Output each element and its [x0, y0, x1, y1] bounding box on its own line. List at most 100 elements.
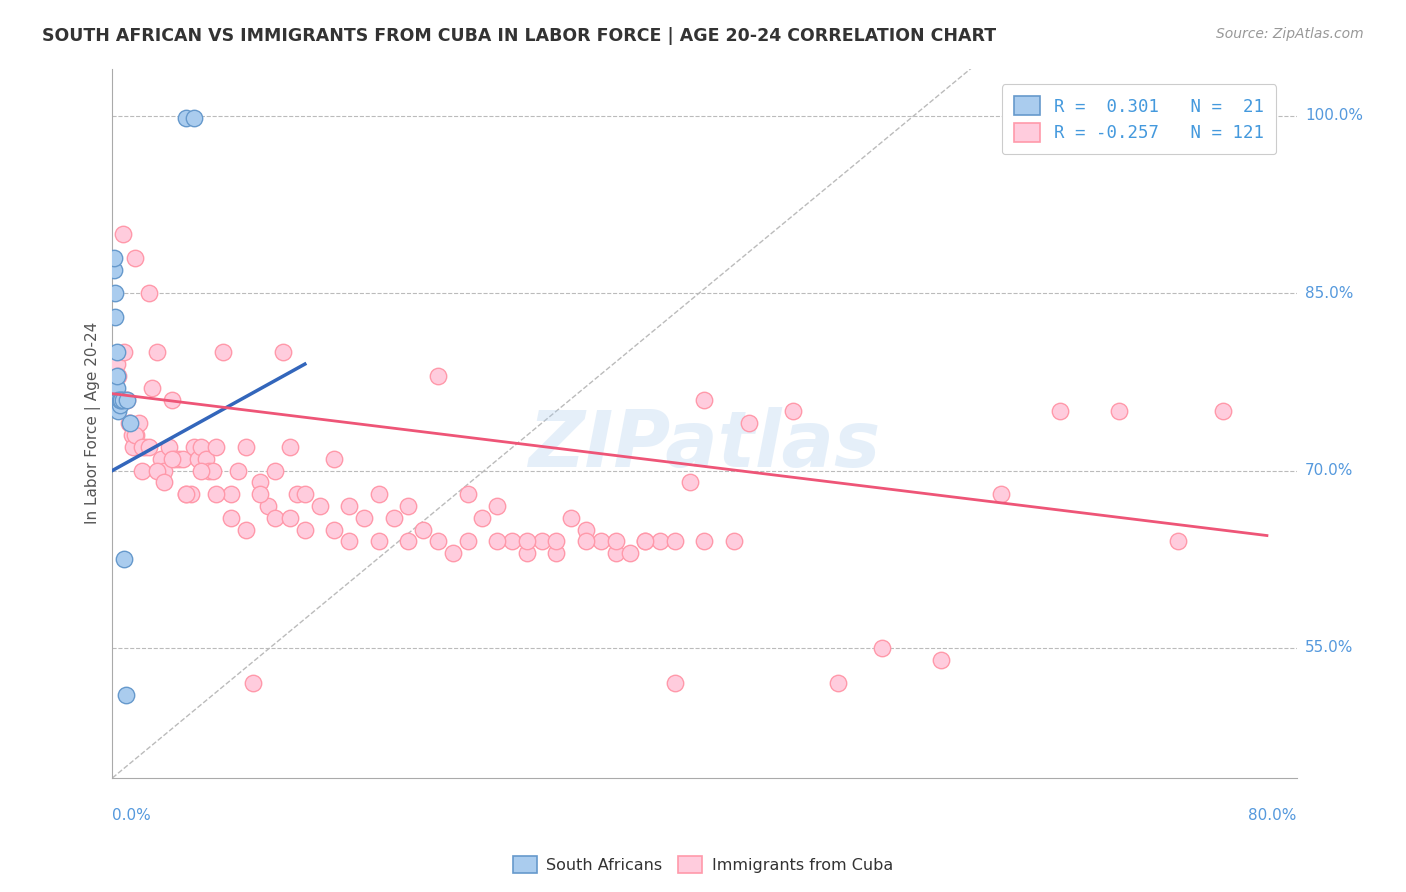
Point	[115, 392, 138, 407]
Point	[679, 475, 702, 490]
Point	[176, 487, 198, 501]
Point	[190, 463, 212, 477]
Point	[176, 487, 198, 501]
Point	[150, 451, 173, 466]
Point	[103, 262, 125, 277]
Point	[153, 475, 176, 490]
Y-axis label: In Labor Force | Age 20-24: In Labor Force | Age 20-24	[86, 322, 101, 524]
Point	[827, 676, 849, 690]
Point	[1049, 404, 1071, 418]
Point	[205, 440, 228, 454]
Point	[194, 451, 217, 466]
Point	[546, 546, 568, 560]
Point	[471, 511, 494, 525]
Point	[107, 368, 129, 383]
Text: 80.0%: 80.0%	[1249, 808, 1296, 823]
Point	[197, 463, 219, 477]
Point	[1167, 534, 1189, 549]
Point	[112, 552, 135, 566]
Point	[546, 534, 568, 549]
Point	[114, 392, 136, 407]
Point	[103, 251, 125, 265]
Point	[1108, 404, 1130, 418]
Point	[235, 523, 257, 537]
Point	[323, 523, 346, 537]
Text: 0.0%: 0.0%	[112, 808, 152, 823]
Point	[163, 451, 186, 466]
Point	[111, 392, 134, 407]
Point	[516, 546, 538, 560]
Point	[605, 534, 627, 549]
Point	[172, 451, 194, 466]
Point	[738, 416, 761, 430]
Point	[367, 487, 389, 501]
Point	[108, 399, 131, 413]
Point	[294, 487, 316, 501]
Point	[105, 368, 128, 383]
Point	[103, 392, 125, 407]
Legend: South Africans, Immigrants from Cuba: South Africans, Immigrants from Cuba	[506, 849, 900, 880]
Point	[256, 499, 278, 513]
Point	[111, 227, 134, 241]
Point	[278, 440, 301, 454]
Point	[441, 546, 464, 560]
Point	[180, 487, 202, 501]
Point	[146, 463, 169, 477]
Point	[115, 392, 138, 407]
Point	[634, 534, 657, 549]
Point	[212, 345, 235, 359]
Point	[664, 676, 686, 690]
Point	[122, 440, 145, 454]
Text: SOUTH AFRICAN VS IMMIGRANTS FROM CUBA IN LABOR FORCE | AGE 20-24 CORRELATION CHA: SOUTH AFRICAN VS IMMIGRANTS FROM CUBA IN…	[42, 27, 997, 45]
Point	[575, 523, 598, 537]
Point	[619, 546, 641, 560]
Point	[138, 286, 160, 301]
Point	[605, 546, 627, 560]
Point	[202, 463, 225, 477]
Point	[337, 499, 360, 513]
Point	[929, 653, 952, 667]
Point	[486, 534, 509, 549]
Point	[176, 111, 198, 125]
Point	[105, 345, 128, 359]
Point	[108, 392, 131, 407]
Point	[560, 511, 582, 525]
Point	[160, 451, 183, 466]
Point	[141, 381, 163, 395]
Point	[308, 499, 330, 513]
Point	[367, 534, 389, 549]
Point	[107, 404, 129, 418]
Point	[634, 534, 657, 549]
Point	[242, 676, 264, 690]
Point	[110, 392, 132, 407]
Point	[120, 416, 142, 430]
Point	[457, 487, 479, 501]
Point	[105, 381, 128, 395]
Point	[486, 499, 509, 513]
Point	[530, 534, 553, 549]
Point	[138, 440, 160, 454]
Point	[323, 451, 346, 466]
Point	[104, 381, 127, 395]
Point	[287, 487, 309, 501]
Point	[693, 392, 716, 407]
Point	[226, 463, 249, 477]
Point	[516, 534, 538, 549]
Text: 55.0%: 55.0%	[1305, 640, 1353, 656]
Point	[648, 534, 671, 549]
Point	[104, 286, 127, 301]
Point	[457, 534, 479, 549]
Point	[153, 463, 176, 477]
Point	[264, 463, 287, 477]
Point	[105, 357, 128, 371]
Point	[782, 404, 804, 418]
Point	[575, 534, 598, 549]
Point	[398, 499, 420, 513]
Point	[353, 511, 375, 525]
Legend: R =  0.301   N =  21, R = -0.257   N = 121: R = 0.301 N = 21, R = -0.257 N = 121	[1002, 85, 1277, 154]
Point	[114, 688, 136, 702]
Point	[120, 416, 142, 430]
Point	[219, 487, 242, 501]
Point	[110, 392, 132, 407]
Text: 70.0%: 70.0%	[1305, 463, 1353, 478]
